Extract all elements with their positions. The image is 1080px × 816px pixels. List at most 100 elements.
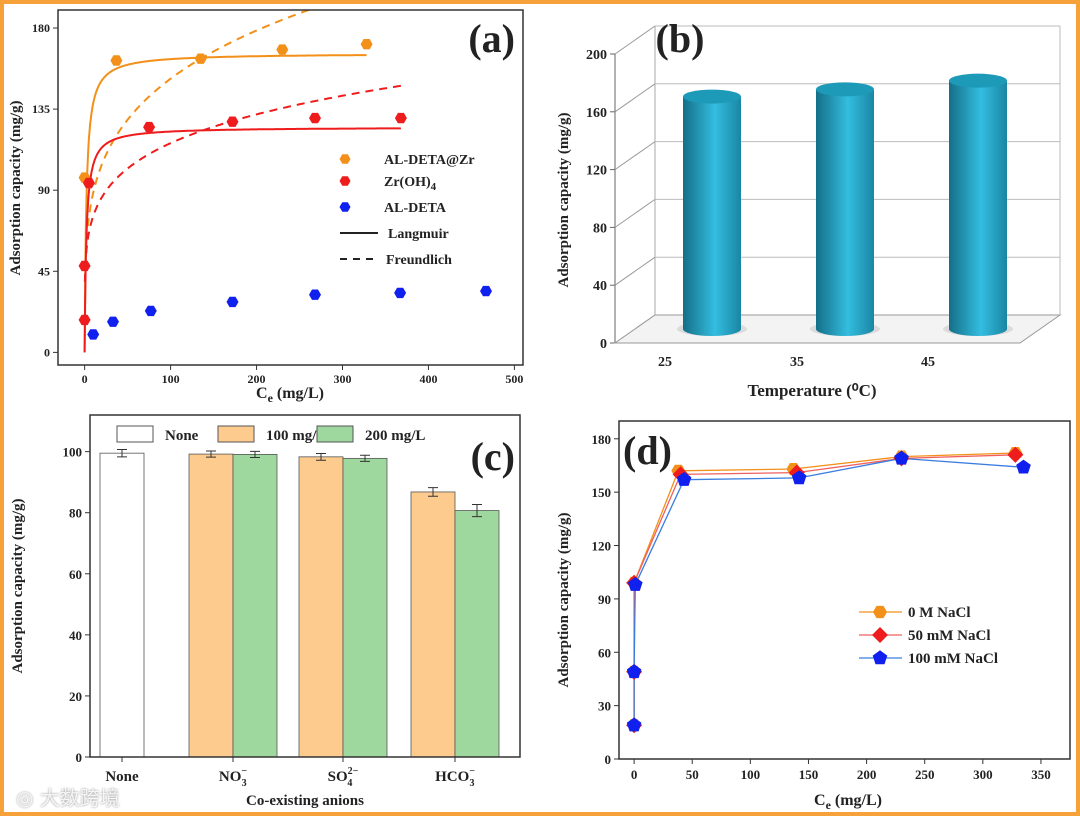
data-point <box>1007 446 1024 463</box>
x-tick-label: 350 <box>1031 767 1051 782</box>
y-tick-label: 90 <box>38 183 50 197</box>
data-point <box>394 112 407 124</box>
bar <box>188 453 234 758</box>
bar-cylinder <box>816 89 874 336</box>
data-point <box>144 305 157 317</box>
y-tick-label: 60 <box>598 645 611 660</box>
x-tick-label: 400 <box>419 372 437 386</box>
data-point <box>87 329 100 340</box>
legend-marker <box>872 650 888 665</box>
y-tick-label: 60 <box>69 567 82 582</box>
text-part: NO <box>219 769 242 785</box>
x-tick-label: 200 <box>248 372 266 386</box>
y-axis-label: Adsorption capacity (mg/g) <box>10 499 26 674</box>
legend-label: Freundlich <box>386 253 452 268</box>
legend-label: 100 mM NaCl <box>908 651 998 667</box>
x-tick-label: 150 <box>799 767 819 782</box>
x-tick-label: 100 <box>162 372 180 386</box>
text-part: 3 <box>242 778 247 789</box>
bar-cylinder <box>949 80 1007 337</box>
freundlich-curve <box>83 84 403 282</box>
text-part: SO <box>328 769 348 785</box>
text-part: HCO <box>435 769 469 785</box>
data-point <box>143 121 156 133</box>
panel-label: (b) <box>656 16 705 61</box>
data-point <box>78 314 91 326</box>
panel-label: (a) <box>468 16 515 61</box>
langmuir-curve <box>83 127 402 353</box>
bar <box>99 452 145 758</box>
data-point <box>626 717 642 732</box>
data-point <box>276 44 289 55</box>
y-tick-label: 160 <box>586 106 607 121</box>
series-line <box>633 452 1016 726</box>
x-tick-label: NO− 3 <box>219 766 248 789</box>
data-point <box>194 53 207 64</box>
x-tick-label: 200 <box>857 767 877 782</box>
data-point <box>676 472 692 486</box>
x-axis-label: Ce (mg/L) <box>814 792 882 812</box>
y-tick-label: 20 <box>69 689 82 704</box>
bar-top <box>816 82 874 97</box>
x-tick-label: 50 <box>686 767 699 782</box>
gridline-diagonal <box>614 256 656 286</box>
text-part: − <box>241 766 247 777</box>
data-point <box>226 296 239 308</box>
langmuir-curve <box>83 54 367 353</box>
legend-marker <box>873 605 887 619</box>
text-part: e <box>826 798 832 812</box>
y-axis-label: Adsorption capacity (mg/g) <box>8 101 24 276</box>
x-tick-label: 25 <box>658 355 672 370</box>
legend-label: 50 mM NaCl <box>908 628 991 644</box>
x-tick-label: None <box>105 769 139 785</box>
legend-label: AL-DETA <box>384 201 447 216</box>
gridline-diagonal <box>614 141 656 171</box>
y-tick-label: 0 <box>605 752 612 767</box>
legend-swatch <box>116 425 154 443</box>
x-tick-label: 300 <box>973 767 993 782</box>
error-bar <box>206 450 216 458</box>
bar <box>232 453 278 758</box>
data-point <box>107 316 119 327</box>
legend-marker <box>872 627 888 643</box>
data-point <box>480 285 492 297</box>
text-part: 2− <box>348 766 359 777</box>
data-point <box>1016 459 1031 474</box>
x-tick-label: 500 <box>505 372 523 386</box>
panel-a: 0 100 200 300 400 500 0 45 90 135 180 (a) Adsorption… <box>8 9 524 405</box>
x-tick-label: 300 <box>334 372 352 386</box>
y-tick-label: 0 <box>76 750 83 765</box>
y-tick-label: 40 <box>593 279 607 294</box>
x-axis-label: Ce (mg/L) <box>256 385 324 405</box>
bar-cylinder <box>683 96 741 336</box>
data-point <box>309 112 321 124</box>
data-point <box>628 577 643 591</box>
text-part: (mg/L) <box>273 385 324 402</box>
text-part: 3 <box>469 778 474 789</box>
legend-label: 200 mg/L <box>365 428 425 444</box>
legend-marker <box>339 176 351 186</box>
panel-b: 0 40 80 120 160 200 25 35 45 (b) Adsorption capaci… <box>556 16 1062 400</box>
data-point <box>309 289 321 300</box>
y-tick-label: 120 <box>592 539 612 554</box>
data-point <box>78 260 91 272</box>
error-bar <box>472 503 482 518</box>
bar-top <box>683 89 741 104</box>
y-tick-label: 180 <box>592 432 612 447</box>
text-part: e <box>268 391 274 405</box>
text-part: C <box>814 792 826 809</box>
data-point <box>626 664 642 679</box>
plot-frame <box>57 9 524 366</box>
y-tick-label: 80 <box>69 506 82 521</box>
y-tick-label: 120 <box>586 164 607 179</box>
y-tick-label: 0 <box>44 345 50 359</box>
series-line <box>633 454 1016 726</box>
legend-label: 100 mg/L <box>266 428 326 444</box>
error-bar <box>117 449 127 458</box>
legend-label: Zr(OH)4 <box>384 175 437 193</box>
y-tick-label: 45 <box>38 264 50 278</box>
legend-label: 0 M NaCl <box>908 605 971 621</box>
legend-swatch <box>316 425 354 443</box>
y-tick-label: 180 <box>32 21 50 35</box>
